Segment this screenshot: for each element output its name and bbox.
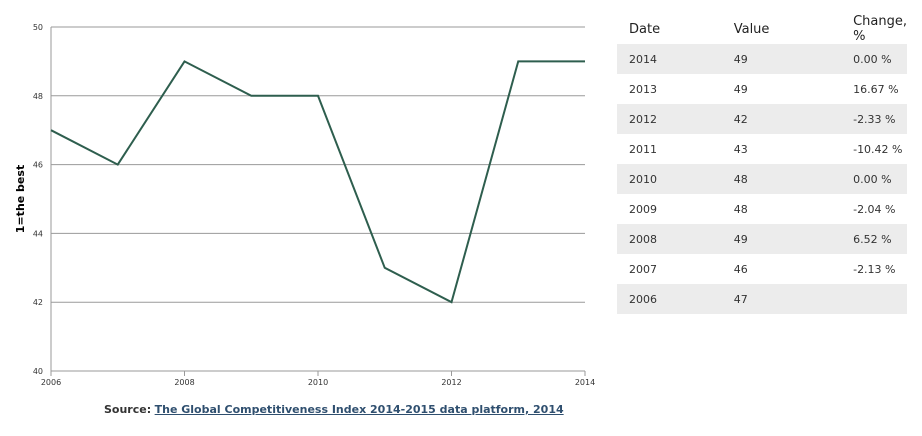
cell-date: 2007 xyxy=(617,254,722,284)
cell-value: 48 xyxy=(721,194,842,224)
table-row: 2010 48 0.00 % xyxy=(617,164,907,194)
cell-change: -10.42 % xyxy=(841,134,907,164)
cell-date: 2010 xyxy=(617,164,722,194)
cell-date: 2014 xyxy=(617,44,722,74)
source-link[interactable]: The Global Competitiveness Index 2014-20… xyxy=(154,403,564,416)
table-row: 2011 43 -10.42 % xyxy=(617,134,907,164)
y-tick-label: 46 xyxy=(33,161,43,170)
y-tick-label: 42 xyxy=(33,298,43,307)
table-row: 2013 49 16.67 % xyxy=(617,74,907,104)
cell-change: -2.04 % xyxy=(841,194,907,224)
y-tick-label: 40 xyxy=(33,367,43,376)
cell-date: 2013 xyxy=(617,74,722,104)
header-value: Value xyxy=(733,21,770,37)
chart-svg: 40 42 44 46 48 50 2006 2008 2010 2012 2014 1=the be… xyxy=(14,23,595,387)
cell-change: -2.13 % xyxy=(841,254,907,284)
cell-value: 49 xyxy=(721,74,842,104)
cell-change xyxy=(841,284,907,314)
cell-value: 46 xyxy=(721,254,842,284)
y-tick-label: 50 xyxy=(33,23,43,32)
cell-value: 48 xyxy=(721,164,842,194)
source-prefix: Source: xyxy=(104,403,152,416)
x-tick-label: 2010 xyxy=(308,378,328,387)
x-tick-label: 2006 xyxy=(41,378,61,387)
x-tick-label: 2014 xyxy=(575,378,595,387)
cell-value: 47 xyxy=(721,284,842,314)
header-change: Change, % xyxy=(853,14,907,44)
x-tick-label: 2012 xyxy=(441,378,461,387)
table-row: 2012 42 -2.33 % xyxy=(617,104,907,134)
series-line xyxy=(50,60,585,304)
table-row: 2008 49 6.52 % xyxy=(617,224,907,254)
table-row: 2014 49 0.00 % xyxy=(617,44,907,74)
table-header-row: Date Value Change, % xyxy=(617,14,907,44)
y-tick-label: 44 xyxy=(33,229,43,238)
line-chart: 40 42 44 46 48 50 2006 2008 2010 2012 2014 1=the be… xyxy=(14,23,595,387)
x-tick-label: 2008 xyxy=(174,378,194,387)
cell-date: 2011 xyxy=(617,134,722,164)
cell-value: 43 xyxy=(721,134,842,164)
cell-date: 2009 xyxy=(617,194,722,224)
cell-change: -2.33 % xyxy=(841,104,907,134)
data-table: Date Value Change, % 2014 49 0.00 % 2013… xyxy=(617,14,907,314)
cell-date: 2006 xyxy=(617,284,722,314)
cell-change: 6.52 % xyxy=(841,224,907,254)
y-tick-label: 48 xyxy=(33,92,43,101)
cell-value: 49 xyxy=(721,224,842,254)
cell-date: 2008 xyxy=(617,224,722,254)
table-row: 2006 47 xyxy=(617,284,907,314)
cell-date: 2012 xyxy=(617,104,722,134)
cell-change: 0.00 % xyxy=(841,164,907,194)
cell-value: 42 xyxy=(721,104,842,134)
cell-change: 0.00 % xyxy=(841,44,907,74)
table-row: 2009 48 -2.04 % xyxy=(617,194,907,224)
table-row: 2007 46 -2.13 % xyxy=(617,254,907,284)
y-axis-label: 1=the best xyxy=(14,165,27,233)
source-note: Source: The Global Competitiveness Index… xyxy=(104,403,564,416)
cell-value: 49 xyxy=(721,44,842,74)
cell-change: 16.67 % xyxy=(841,74,907,104)
header-date: Date xyxy=(629,21,661,37)
